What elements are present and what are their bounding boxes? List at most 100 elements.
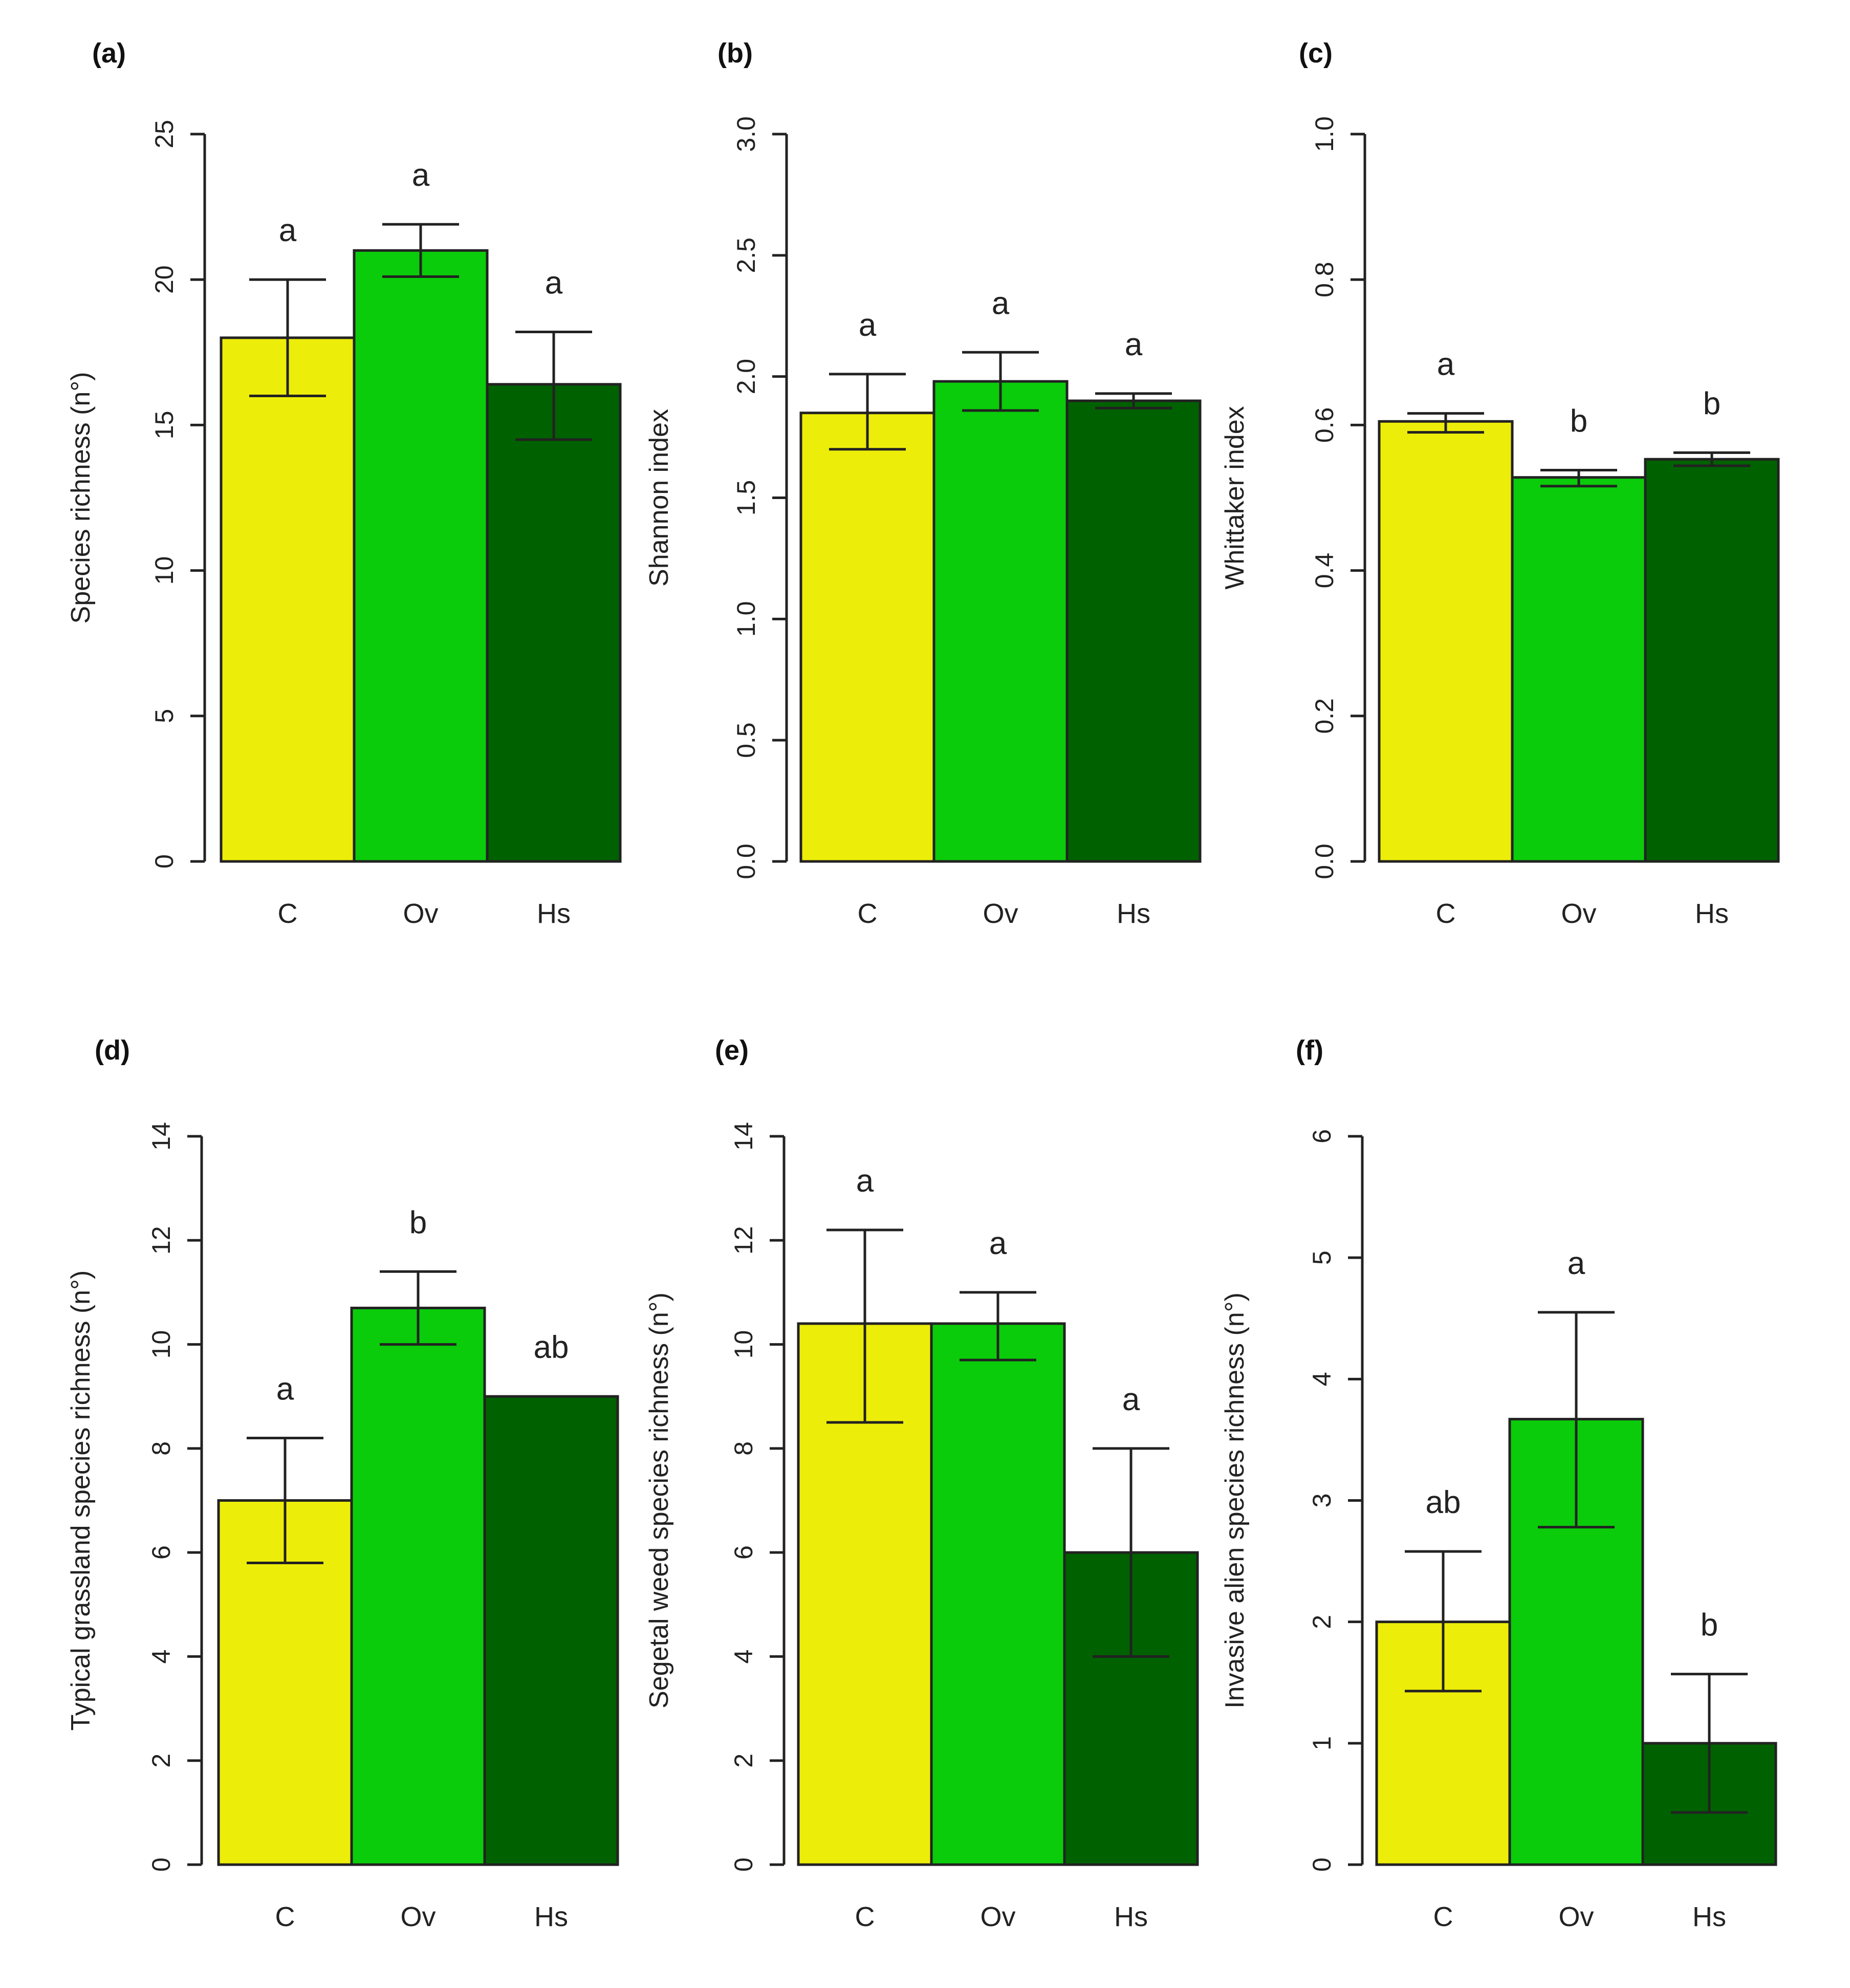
- category-label: Hs: [537, 898, 571, 929]
- y-tick-label: 0: [1308, 1857, 1336, 1872]
- y-tick-label: 14: [729, 1122, 758, 1151]
- significance-label: a: [989, 1226, 1007, 1261]
- y-tick-label: 1.5: [732, 480, 760, 516]
- significance-label: a: [1122, 1382, 1140, 1417]
- y-tick-label: 8: [147, 1441, 176, 1456]
- bar-c: [1378, 420, 1514, 863]
- panel-e: (e) 0 2 4 6 8 10 12 14 Segetal weed species richn…: [644, 1035, 1199, 1932]
- y-tick-label: 3.0: [732, 116, 760, 152]
- significance-label: a: [1125, 327, 1143, 362]
- panel-b: (b) 0.0 0.5 1.0 1.5 2.0 2.5 3.0 Shannon index a Ca…: [644, 38, 1202, 929]
- significance-label: ab: [1426, 1485, 1461, 1520]
- category-label: Ov: [400, 1901, 436, 1932]
- panel-letter: (e): [715, 1035, 749, 1066]
- y-tick-label: 0.0: [1310, 844, 1339, 879]
- category-label: Hs: [1114, 1901, 1148, 1932]
- y-tick-label: 4: [729, 1650, 758, 1664]
- category-label: Ov: [1558, 1901, 1594, 1932]
- significance-label: a: [545, 266, 563, 301]
- bar-hs: [1065, 399, 1202, 863]
- y-tick-label: 15: [150, 411, 179, 440]
- y-tick-label: 2.0: [732, 359, 760, 395]
- category-label: C: [275, 1901, 295, 1932]
- panel-letter: (c): [1299, 38, 1333, 69]
- panel-letter: (a): [92, 38, 126, 69]
- y-tick-label: 2.5: [732, 237, 760, 273]
- y-tick-label: 0.0: [732, 844, 760, 879]
- y-tick-label: 12: [147, 1226, 176, 1255]
- significance-label: a: [276, 1372, 294, 1407]
- y-tick-label: 1: [1308, 1736, 1336, 1751]
- panel-f: (f) 0 1 2 3 4 5 6 Invasive alien species richnes…: [1220, 1035, 1777, 1932]
- significance-label: ab: [534, 1330, 569, 1365]
- y-tick-label: 1.0: [732, 601, 760, 637]
- bar-hs: [486, 383, 622, 863]
- y-tick-label: 3: [1308, 1494, 1336, 1508]
- panel-a: (a) 0 5 10 15 20 25 Species richness (n°) a Ca Ov a…: [66, 38, 622, 929]
- y-tick-label: 2: [147, 1754, 176, 1768]
- category-label: C: [1436, 898, 1456, 929]
- y-tick-label: 8: [729, 1441, 758, 1456]
- significance-label: a: [859, 308, 877, 343]
- bar-hs: [1644, 458, 1780, 863]
- significance-label: a: [279, 213, 297, 248]
- bar-ov: [930, 1322, 1066, 1866]
- y-tick-label: 0.5: [732, 722, 760, 758]
- y-tick-label: 14: [147, 1122, 176, 1151]
- y-tick-label: 0.8: [1310, 262, 1339, 297]
- category-label: Ov: [403, 898, 438, 929]
- panel-letter: (f): [1296, 1035, 1323, 1066]
- bar-ov: [932, 380, 1069, 863]
- y-tick-label: 10: [147, 1330, 176, 1359]
- y-axis-title: Species richness (n°): [66, 372, 96, 624]
- bar-ov: [350, 1306, 486, 1866]
- y-tick-label: 25: [150, 120, 179, 148]
- y-tick-label: 4: [1308, 1372, 1336, 1386]
- category-label: Hs: [1695, 898, 1729, 929]
- significance-label: b: [1703, 386, 1721, 421]
- bar-ov: [353, 249, 489, 863]
- y-tick-label: 12: [729, 1226, 758, 1255]
- y-tick-label: 6: [1308, 1129, 1336, 1143]
- category-label: Ov: [983, 898, 1018, 929]
- category-label: C: [278, 898, 298, 929]
- category-label: C: [1433, 1901, 1453, 1932]
- y-tick-label: 10: [150, 556, 179, 585]
- y-tick-label: 6: [147, 1545, 176, 1560]
- bar-ov: [1511, 476, 1647, 863]
- significance-label: a: [856, 1163, 874, 1199]
- significance-label: a: [412, 158, 430, 193]
- y-axis-title: Segetal weed species richness (n°): [644, 1292, 674, 1709]
- category-label: Hs: [1117, 898, 1150, 929]
- y-tick-label: 0.6: [1310, 407, 1339, 443]
- bar-hs: [483, 1395, 619, 1866]
- category-label: Ov: [980, 1901, 1015, 1932]
- category-label: Ov: [1561, 898, 1596, 929]
- category-label: Hs: [1692, 1901, 1726, 1932]
- significance-label: b: [1701, 1608, 1718, 1643]
- y-tick-label: 5: [1308, 1250, 1336, 1265]
- y-axis-title: Shannon index: [644, 409, 674, 587]
- y-tick-label: 6: [729, 1545, 758, 1560]
- y-axis-title: Typical grassland species richness (n°): [66, 1270, 96, 1731]
- panel-c: (c) 0.0 0.2 0.4 0.6 0.8 1.0 Whittaker index a Cb O…: [1220, 38, 1780, 929]
- panel-d: (d) 0 2 4 6 8 10 12 14 Typical grassland species …: [66, 1035, 619, 1932]
- category-label: C: [855, 1901, 875, 1932]
- y-tick-label: 20: [150, 265, 179, 294]
- y-axis-title: Whittaker index: [1220, 406, 1250, 589]
- significance-label: a: [992, 286, 1010, 321]
- y-tick-label: 0: [729, 1857, 758, 1872]
- panel-letter: (d): [95, 1035, 130, 1066]
- category-label: C: [858, 898, 878, 929]
- y-tick-label: 2: [729, 1754, 758, 1768]
- y-tick-label: 2: [1308, 1615, 1336, 1629]
- bar-c: [799, 412, 935, 863]
- panel-letter: (b): [717, 38, 753, 69]
- y-tick-label: 0: [150, 854, 179, 869]
- y-tick-label: 4: [147, 1650, 176, 1664]
- y-tick-label: 5: [150, 709, 179, 723]
- y-tick-label: 0.2: [1310, 698, 1339, 734]
- y-tick-label: 0.4: [1310, 553, 1339, 589]
- bar-c: [220, 336, 356, 863]
